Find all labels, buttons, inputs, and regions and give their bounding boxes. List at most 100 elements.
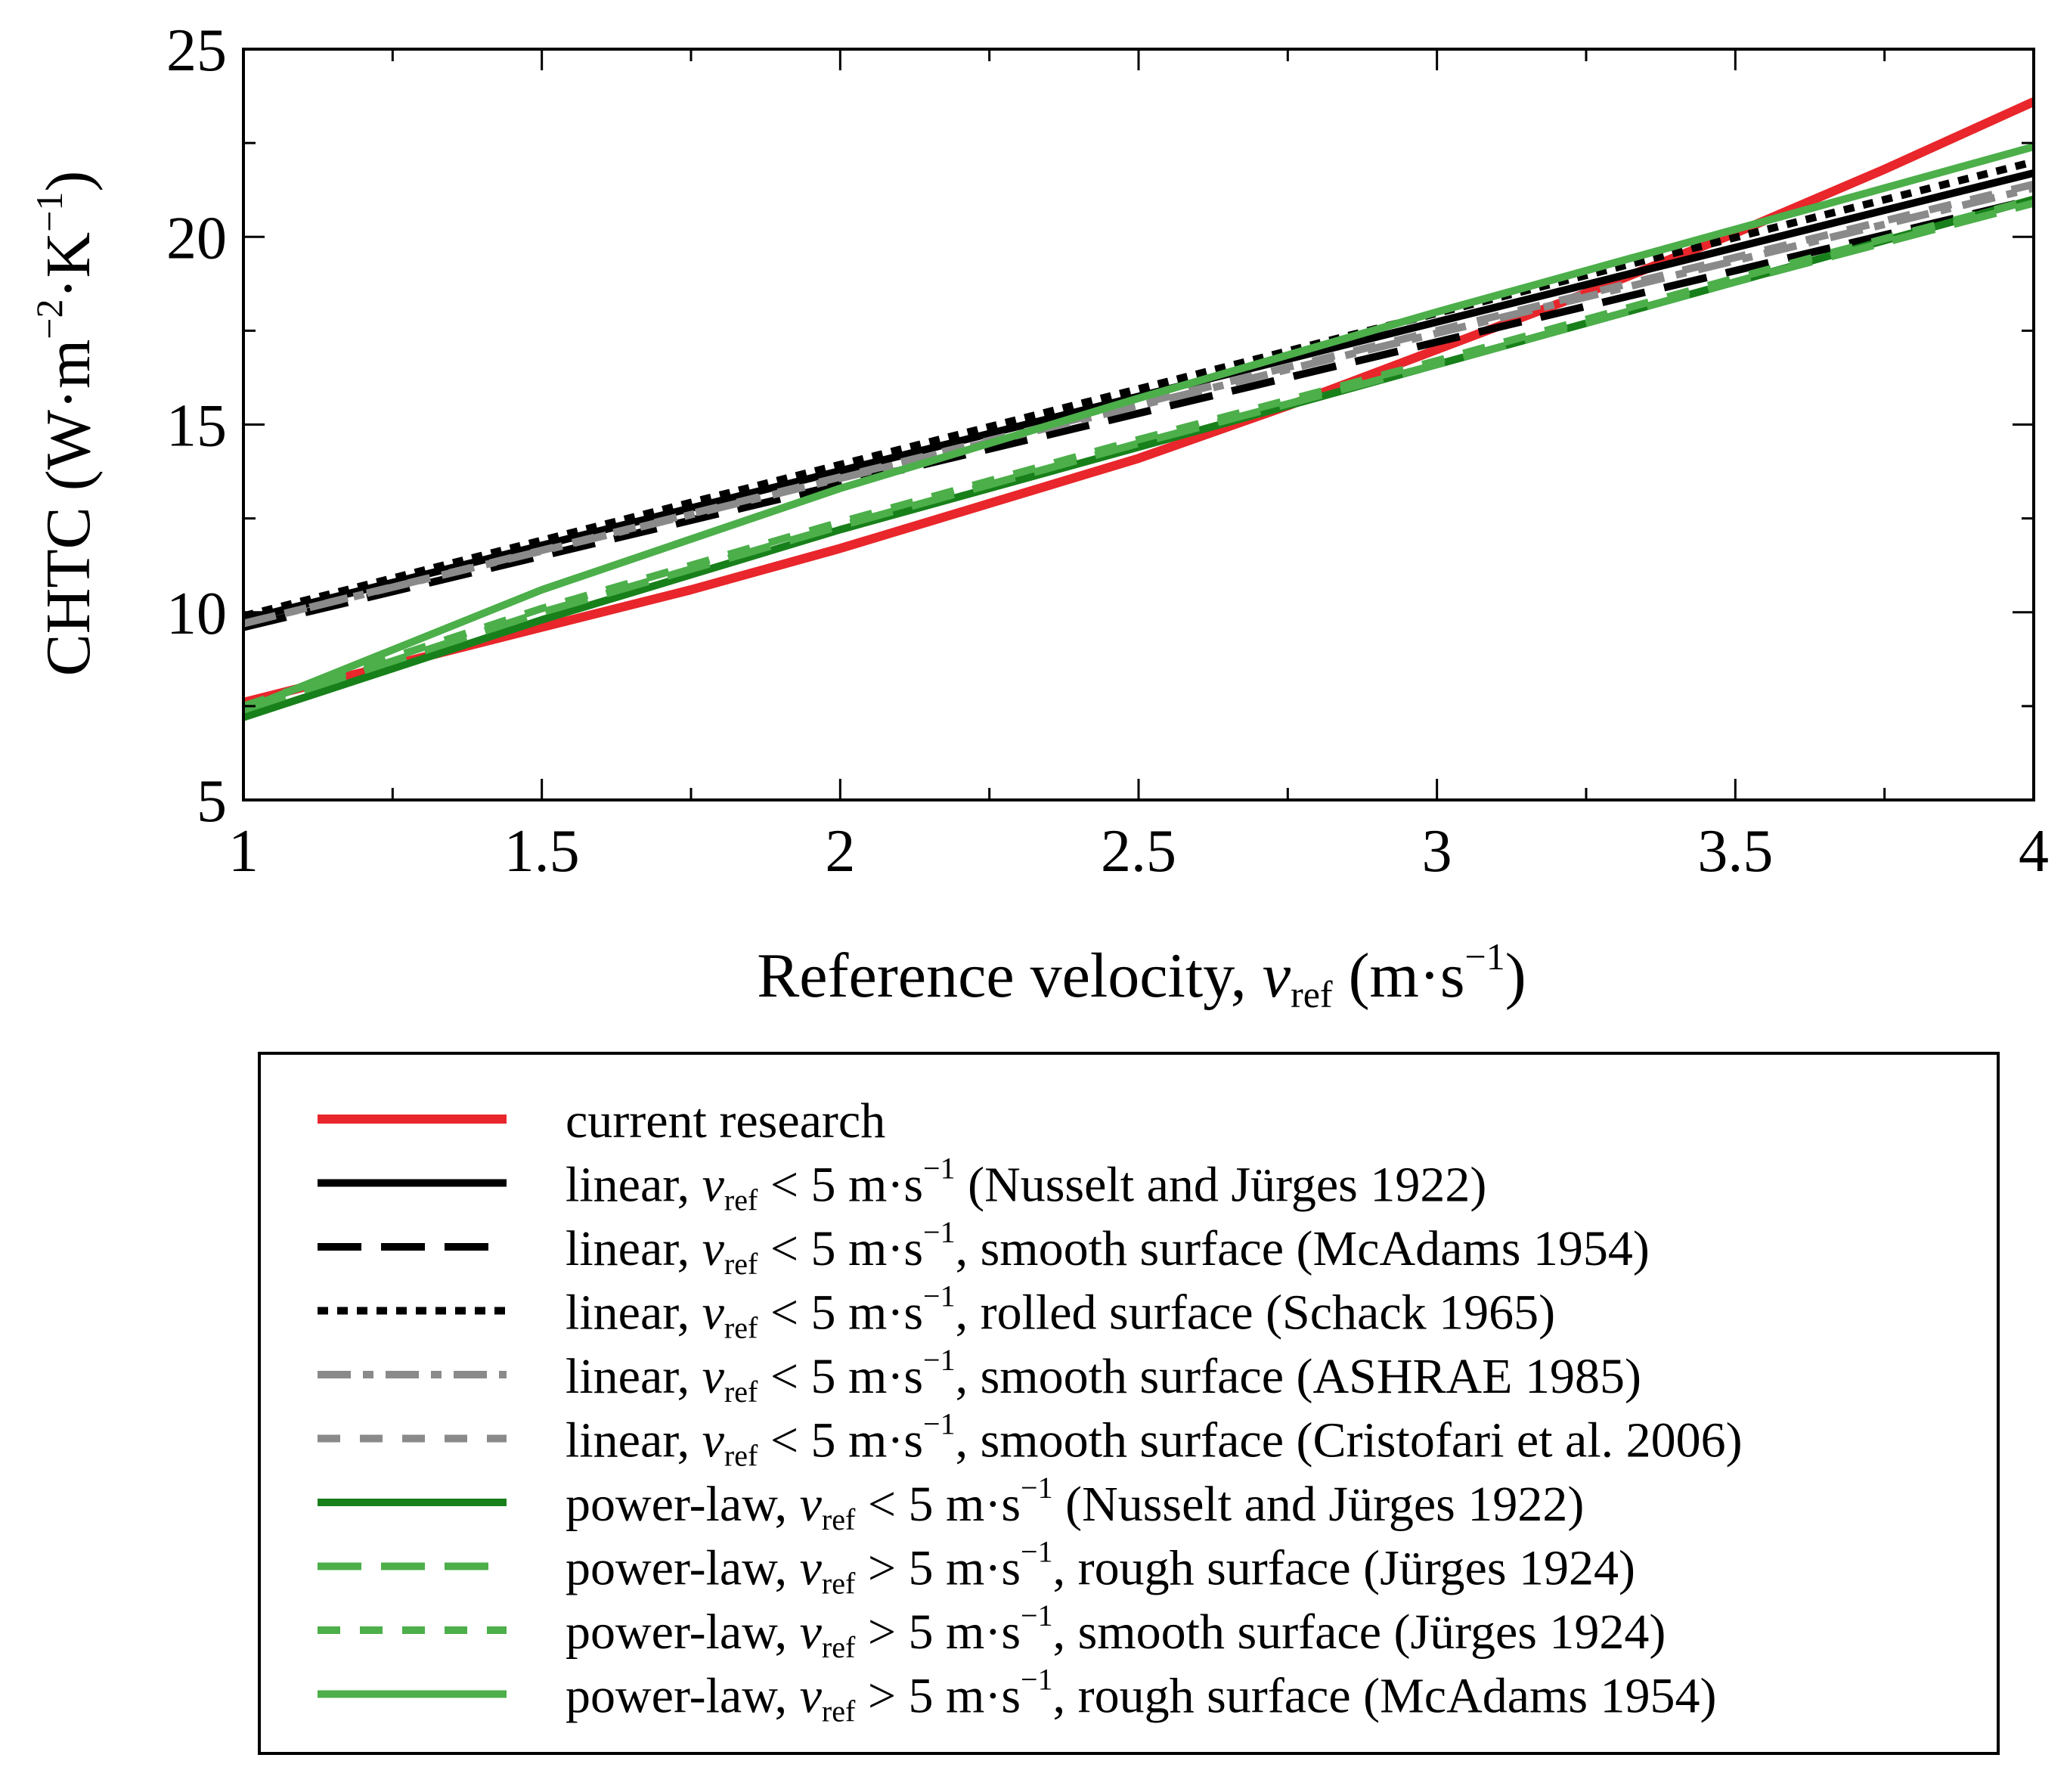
ticks: 1 1.5 2 2.5 3 3.5 4 5 10 15 20 25 (166, 17, 2049, 885)
y-axis-label-mid: ·K (33, 232, 104, 299)
x-tick-label: 2 (825, 818, 855, 885)
legend-text: power-law, (566, 1604, 800, 1660)
y-tick-label: 15 (166, 393, 227, 460)
legend-source: , rough surface (McAdams 1954) (1053, 1669, 1717, 1724)
legend-label-2: linear, vref < 5 m·s−1 (Nusselt and Jürg… (566, 1152, 1486, 1217)
legend-label-1: current research (566, 1093, 885, 1149)
series-line-6 (243, 180, 2034, 628)
legend-text: power-law, (566, 1477, 800, 1532)
x-tick-label: 4 (2019, 818, 2049, 885)
legend-label-7: power-law, vref < 5 m·s−1 (Nusselt and J… (566, 1471, 1584, 1536)
legend-sup: −1 (1021, 1471, 1053, 1505)
legend-sub: ref (822, 1630, 856, 1664)
legend-source: , smooth surface (ASHRAE 1985) (956, 1349, 1641, 1404)
legend-source: , rough surface (Jürges 1924) (1053, 1541, 1635, 1596)
legend-text: linear, (566, 1349, 702, 1404)
y-tick-label: 20 (166, 205, 227, 271)
legend-source: , smooth surface (Cristofari et al. 2006… (956, 1413, 1743, 1468)
legend-sub: ref (724, 1439, 758, 1473)
legend-var: v (800, 1541, 823, 1596)
y-tick-label: 10 (166, 581, 227, 647)
x-tick-label: 1.5 (504, 818, 580, 885)
legend-text: power-law, (566, 1669, 800, 1724)
y-axis-label: CHTC (W·m−2·K−1) (28, 171, 104, 677)
legend-sub: ref (822, 1694, 856, 1728)
x-axis-label: Reference velocity, vref (m·s−1) (757, 935, 1526, 1015)
y-axis-label-sup1: −2 (28, 299, 70, 339)
legend-var: v (702, 1349, 725, 1404)
legend-source: (Nusselt and Jürges 1922) (956, 1158, 1487, 1213)
y-axis-label-main: CHTC (W·m (33, 339, 104, 677)
x-axis-label-sup: −1 (1465, 935, 1505, 978)
legend-var: v (702, 1221, 725, 1276)
legend-relation: < 5 m·s (758, 1413, 923, 1468)
legend-text: linear, (566, 1158, 702, 1213)
y-tick-label: 25 (166, 17, 227, 84)
legend-sup: −1 (1021, 1598, 1053, 1632)
legend-sup: −1 (923, 1407, 956, 1441)
y-axis-label-close: ) (33, 171, 104, 192)
legend-var: v (800, 1477, 823, 1532)
y-axis-label-sup2: −1 (28, 192, 70, 232)
legend-relation: < 5 m·s (758, 1349, 923, 1404)
legend-relation: < 5 m·s (758, 1158, 923, 1213)
legend-source: , smooth surface (McAdams 1954) (956, 1221, 1650, 1276)
legend-var: v (702, 1158, 725, 1213)
legend-text: linear, (566, 1413, 702, 1468)
legend-sub: ref (724, 1375, 758, 1409)
x-tick-label: 2.5 (1101, 818, 1176, 885)
legend-source: (Nusselt and Jürges 1922) (1053, 1477, 1585, 1532)
legend-sup: −1 (923, 1343, 956, 1377)
legend-var: v (702, 1413, 725, 1468)
legend-relation: > 5 m·s (855, 1669, 1021, 1724)
legend-sub: ref (724, 1183, 758, 1217)
x-axis-label-close: ) (1505, 941, 1526, 1011)
legend-text: linear, (566, 1221, 702, 1276)
legend-var: v (800, 1604, 823, 1660)
series-line-3 (243, 195, 2034, 631)
legend-text: linear, (566, 1285, 702, 1341)
series-line-8 (243, 199, 2034, 714)
legend-relation: < 5 m·s (758, 1285, 923, 1341)
legend-var: v (800, 1669, 823, 1724)
legend-sup: −1 (1021, 1535, 1053, 1569)
legend-relation: > 5 m·s (855, 1604, 1021, 1660)
legend-text: current research (566, 1093, 885, 1149)
legend-sub: ref (724, 1311, 758, 1345)
legend-label-3: linear, vref < 5 m·s−1, smooth surface (… (566, 1215, 1650, 1281)
legend-box (258, 1052, 2000, 1755)
x-axis-label-var: v (1263, 941, 1291, 1011)
legend-label-5: linear, vref < 5 m·s−1, smooth surface (… (566, 1343, 1641, 1409)
legend-label-9: power-law, vref > 5 m·s−1, smooth surfac… (566, 1598, 1666, 1664)
legend-label-8: power-law, vref > 5 m·s−1, rough surface… (566, 1535, 1635, 1601)
legend-sup: −1 (923, 1152, 956, 1186)
x-axis-label-unit: (m·s (1333, 941, 1465, 1011)
legend-sub: ref (822, 1567, 856, 1601)
legend-sup: −1 (923, 1279, 956, 1313)
x-tick-label: 3.5 (1697, 818, 1773, 885)
legend-sup: −1 (923, 1215, 956, 1249)
y-tick-label: 5 (197, 768, 227, 835)
legend-relation: < 5 m·s (758, 1221, 923, 1276)
legend-sub: ref (724, 1247, 758, 1281)
series-line-10 (243, 143, 2034, 714)
x-axis-label-sub: ref (1291, 973, 1333, 1015)
x-tick-label: 1 (228, 818, 259, 885)
legend-sup: −1 (1021, 1663, 1053, 1697)
x-axis-label-main: Reference velocity, (757, 941, 1263, 1011)
series-layer (243, 98, 2034, 721)
legend-label-4: linear, vref < 5 m·s−1, rolled surface (… (566, 1279, 1555, 1345)
series-line-4 (243, 158, 2034, 620)
legend-relation: < 5 m·s (855, 1477, 1021, 1532)
legend-var: v (702, 1285, 725, 1341)
x-tick-label: 3 (1422, 818, 1452, 885)
legend-label-6: linear, vref < 5 m·s−1, smooth surface (… (566, 1407, 1743, 1473)
series-line-9 (243, 195, 2034, 710)
legend-relation: > 5 m·s (855, 1541, 1021, 1596)
legend-source: , rolled surface (Schack 1965) (956, 1285, 1556, 1341)
legend-text: power-law, (566, 1541, 800, 1596)
legend-source: , smooth surface (Jürges 1924) (1053, 1604, 1666, 1660)
legend-sub: ref (822, 1502, 856, 1536)
